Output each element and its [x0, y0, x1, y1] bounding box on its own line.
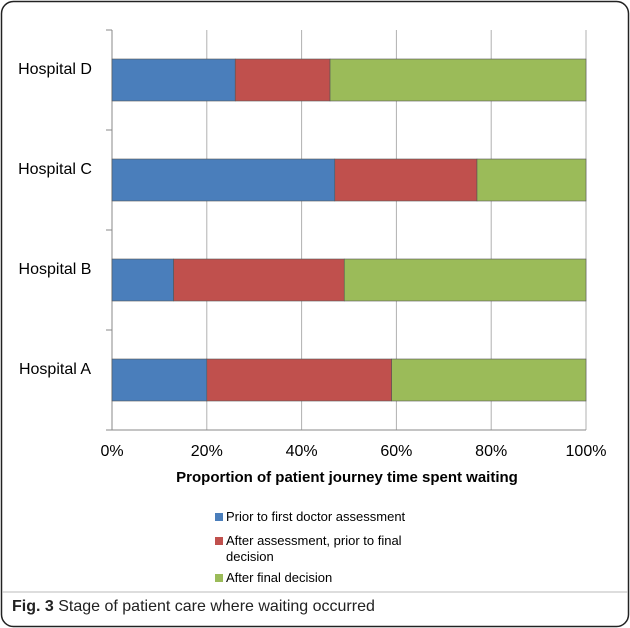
legend-label: After assessment, prior to final decisio… — [226, 533, 402, 564]
caption-label: Fig. 3 — [12, 598, 54, 615]
bar-segment — [334, 158, 478, 202]
bar-segment — [343, 258, 587, 302]
bar-segment — [206, 358, 392, 402]
x-tick-label: 0% — [100, 443, 123, 460]
x-axis-title: Proportion of patient journey time spent… — [176, 469, 518, 486]
legend-label: After final decision — [226, 570, 333, 585]
y-tick-label: Hospital C — [18, 161, 92, 178]
x-tick-label: 60% — [380, 443, 412, 460]
y-tick-label: Hospital B — [18, 261, 92, 278]
caption: Fig. 3 Stage of patient care where waiti… — [12, 598, 375, 616]
bar-segment — [329, 58, 587, 102]
caption-text: Stage of patient care where waiting occu… — [58, 598, 375, 615]
y-tick-label: Hospital D — [18, 61, 92, 78]
y-tick-label: Hospital A — [18, 361, 92, 378]
x-tick-label: 100% — [566, 443, 607, 460]
legend-swatch — [215, 537, 223, 545]
bar-segment — [111, 358, 208, 402]
x-tick-label: 20% — [191, 443, 223, 460]
bar-segment — [234, 58, 331, 102]
bar-segment — [111, 258, 174, 302]
bar-segment — [476, 158, 587, 202]
bar-segment — [111, 158, 336, 202]
legend-swatch — [215, 513, 223, 521]
bar-segment — [173, 258, 345, 302]
x-tick-label: 40% — [286, 443, 318, 460]
legend-label: Prior to first doctor assessment — [226, 509, 406, 524]
bar-segment — [111, 58, 236, 102]
x-tick-label: 80% — [475, 443, 507, 460]
bar-segment — [391, 358, 587, 402]
legend-swatch — [215, 574, 223, 582]
